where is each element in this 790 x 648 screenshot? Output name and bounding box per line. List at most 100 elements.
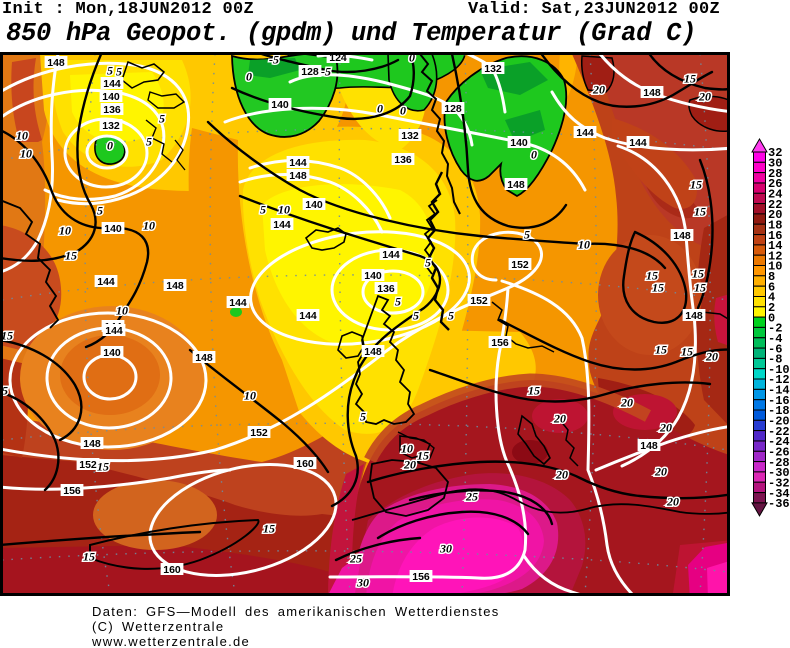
svg-text:148: 148 xyxy=(289,170,307,182)
svg-text:20: 20 xyxy=(698,90,711,104)
svg-text:144: 144 xyxy=(229,297,247,309)
svg-text:15: 15 xyxy=(652,281,664,295)
svg-text:15: 15 xyxy=(690,178,702,192)
svg-text:18: 18 xyxy=(768,218,782,232)
svg-text:20: 20 xyxy=(666,495,679,509)
svg-text:10: 10 xyxy=(143,219,155,233)
svg-text:148: 148 xyxy=(673,230,691,242)
svg-text:20: 20 xyxy=(659,421,672,435)
svg-text:5: 5 xyxy=(413,309,419,323)
svg-text:152: 152 xyxy=(470,295,488,307)
svg-text:20: 20 xyxy=(403,458,416,472)
svg-text:144: 144 xyxy=(576,127,594,139)
svg-text:20: 20 xyxy=(555,468,568,482)
svg-text:-16: -16 xyxy=(768,394,790,408)
svg-text:5: 5 xyxy=(159,112,165,126)
svg-text:148: 148 xyxy=(364,346,382,358)
svg-text:5: 5 xyxy=(97,204,103,218)
svg-text:0: 0 xyxy=(768,311,775,325)
svg-text:140: 140 xyxy=(510,137,528,149)
svg-text:-10: -10 xyxy=(768,363,790,377)
svg-text:15: 15 xyxy=(681,345,693,359)
svg-text:20: 20 xyxy=(592,83,605,97)
svg-text:-5: -5 xyxy=(269,53,279,67)
svg-text:136: 136 xyxy=(103,104,121,116)
svg-text:15: 15 xyxy=(694,205,706,219)
svg-text:148: 148 xyxy=(166,280,184,292)
svg-text:144: 144 xyxy=(629,137,647,149)
svg-text:-8: -8 xyxy=(768,353,782,367)
svg-text:5: 5 xyxy=(524,228,530,242)
svg-text:136: 136 xyxy=(394,154,412,166)
svg-text:15: 15 xyxy=(646,269,658,283)
svg-text:144: 144 xyxy=(289,157,307,169)
svg-text:144: 144 xyxy=(382,249,400,261)
svg-text:15: 15 xyxy=(65,249,77,263)
svg-text:25: 25 xyxy=(349,552,362,566)
svg-text:15: 15 xyxy=(417,449,429,463)
svg-text:132: 132 xyxy=(401,130,419,142)
svg-text:5: 5 xyxy=(260,203,266,217)
svg-text:20: 20 xyxy=(553,412,566,426)
svg-text:124: 124 xyxy=(329,52,347,64)
svg-text:140: 140 xyxy=(364,270,382,282)
svg-text:140: 140 xyxy=(103,347,121,359)
svg-text:15: 15 xyxy=(83,550,95,564)
svg-text:6: 6 xyxy=(768,280,775,294)
svg-text:5: 5 xyxy=(360,410,366,424)
svg-text:152: 152 xyxy=(79,459,97,471)
svg-text:-2: -2 xyxy=(768,322,782,336)
svg-text:-12: -12 xyxy=(768,373,790,387)
svg-text:26: 26 xyxy=(768,177,782,191)
svg-text:-22: -22 xyxy=(768,425,790,439)
svg-text:-5: -5 xyxy=(321,65,331,79)
svg-text:5: 5 xyxy=(107,64,113,78)
svg-text:-32: -32 xyxy=(768,476,790,490)
svg-text:-20: -20 xyxy=(768,415,790,429)
svg-text:14: 14 xyxy=(768,239,782,253)
svg-text:156: 156 xyxy=(63,485,81,497)
svg-text:15: 15 xyxy=(0,384,8,398)
svg-text:128: 128 xyxy=(301,66,319,78)
svg-text:-26: -26 xyxy=(768,446,790,460)
svg-text:160: 160 xyxy=(163,564,181,576)
svg-text:20: 20 xyxy=(654,465,667,479)
svg-text:0: 0 xyxy=(107,139,113,153)
svg-text:5: 5 xyxy=(448,309,454,323)
svg-text:24: 24 xyxy=(768,188,782,202)
svg-text:5: 5 xyxy=(116,65,122,79)
svg-text:0: 0 xyxy=(409,51,415,65)
svg-text:-34: -34 xyxy=(768,487,790,501)
svg-text:10: 10 xyxy=(578,238,590,252)
svg-text:144: 144 xyxy=(103,78,121,90)
svg-text:136: 136 xyxy=(377,283,395,295)
svg-text:0: 0 xyxy=(400,104,406,118)
svg-text:0: 0 xyxy=(246,70,252,84)
svg-text:-18: -18 xyxy=(768,404,790,418)
svg-text:12: 12 xyxy=(768,249,782,263)
svg-text:30: 30 xyxy=(356,576,369,590)
svg-text:10: 10 xyxy=(59,224,71,238)
svg-text:28: 28 xyxy=(768,167,782,181)
svg-text:10: 10 xyxy=(16,129,28,143)
svg-text:156: 156 xyxy=(491,337,509,349)
svg-text:10: 10 xyxy=(401,442,413,456)
svg-text:4: 4 xyxy=(768,291,775,305)
svg-text:140: 140 xyxy=(102,91,120,103)
svg-text:0: 0 xyxy=(377,102,383,116)
svg-text:156: 156 xyxy=(412,571,430,583)
svg-text:25: 25 xyxy=(465,490,478,504)
svg-text:128: 128 xyxy=(444,103,462,115)
svg-text:-28: -28 xyxy=(768,456,790,470)
svg-text:15: 15 xyxy=(692,267,704,281)
svg-text:15: 15 xyxy=(528,384,540,398)
svg-text:148: 148 xyxy=(507,179,525,191)
svg-text:140: 140 xyxy=(104,223,122,235)
svg-text:140: 140 xyxy=(305,199,323,211)
svg-text:144: 144 xyxy=(105,325,123,337)
svg-text:15: 15 xyxy=(694,281,706,295)
svg-text:148: 148 xyxy=(685,310,703,322)
svg-text:8: 8 xyxy=(768,270,775,284)
svg-text:10: 10 xyxy=(768,260,782,274)
svg-text:148: 148 xyxy=(195,352,213,364)
